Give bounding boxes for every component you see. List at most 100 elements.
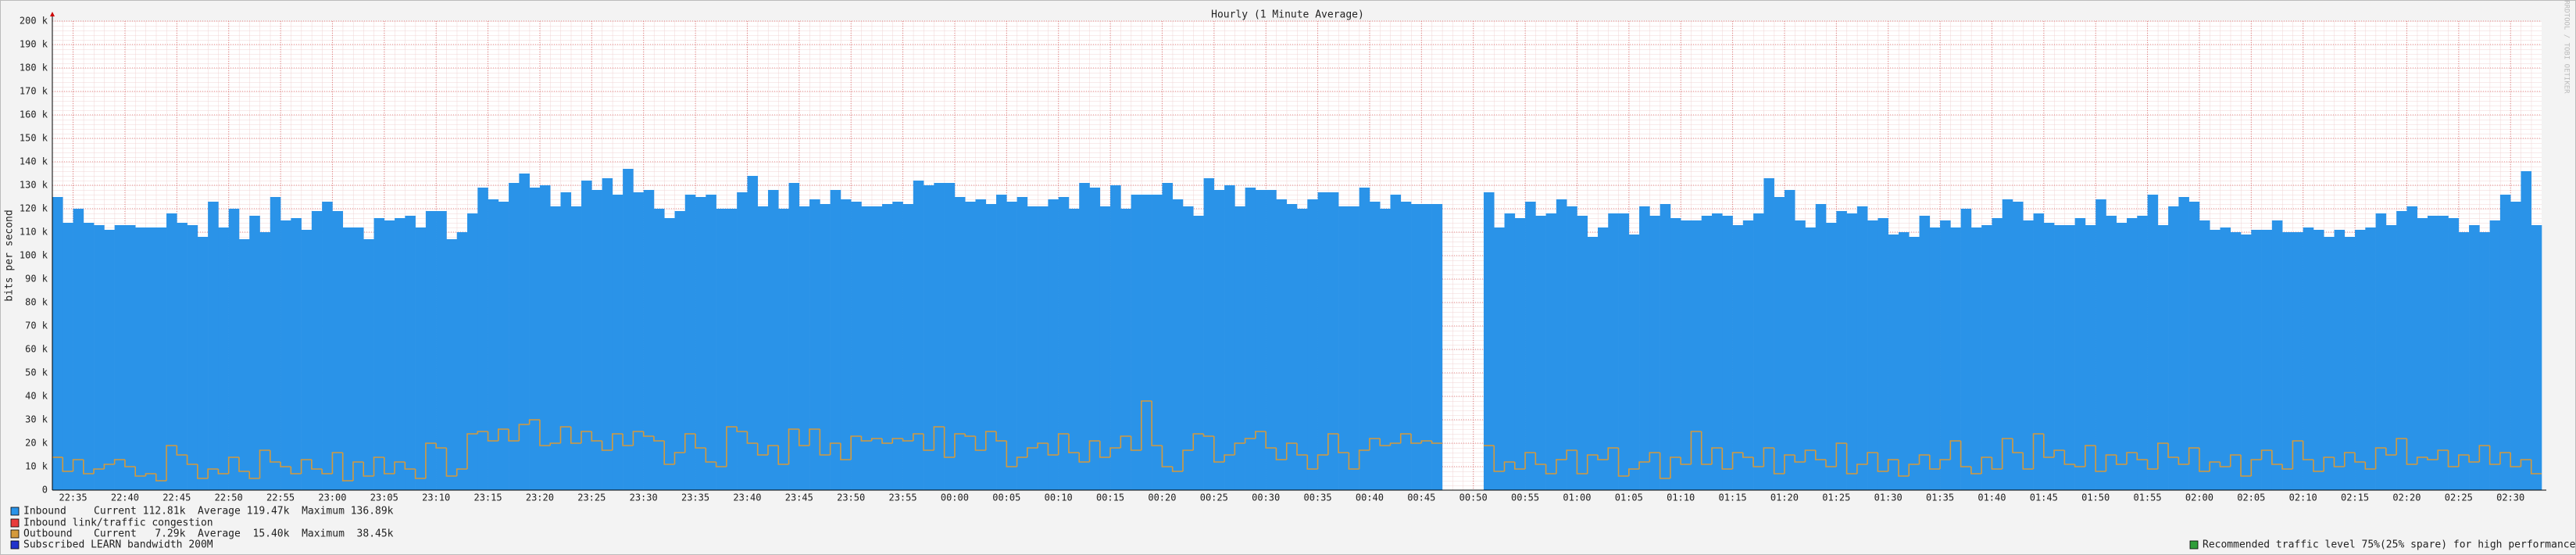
y-tick-label: 50 k	[25, 367, 48, 378]
legend-text: Subscribed LEARN bandwidth 200M	[23, 539, 213, 551]
line-step	[819, 429, 831, 456]
bar	[1162, 183, 1173, 490]
bar	[1628, 235, 1640, 490]
bar	[1909, 237, 1920, 490]
line-step	[72, 459, 84, 471]
line-step	[1327, 433, 1339, 455]
y-tick-label: 180 k	[20, 63, 48, 73]
bar	[166, 213, 177, 490]
line-step	[2374, 447, 2386, 469]
line-step	[591, 431, 602, 442]
line-step	[1057, 433, 1069, 455]
bar	[882, 204, 893, 490]
line-step	[2313, 460, 2324, 472]
bar	[384, 220, 395, 490]
bar	[1763, 178, 1774, 490]
x-tick-label: 22:55	[266, 492, 295, 503]
bar	[623, 169, 634, 490]
bar	[1027, 206, 1038, 490]
line-step	[2292, 440, 2303, 469]
line-step	[1109, 447, 1121, 457]
x-tick-label: 02:05	[2237, 492, 2265, 503]
line-step	[1670, 457, 1681, 478]
legend-swatch	[2189, 540, 2199, 550]
line-step	[1628, 468, 1640, 476]
line-step	[2219, 462, 2231, 467]
bar	[1089, 188, 1101, 490]
line-step	[1182, 449, 1194, 471]
line-step	[2053, 449, 2065, 457]
y-tick-label: 200 k	[20, 16, 48, 27]
x-tick-label: 00:15	[1096, 492, 1124, 503]
bar	[674, 211, 686, 490]
bar	[52, 197, 63, 490]
bar	[1919, 216, 1931, 490]
bar	[1307, 199, 1318, 490]
bar	[2355, 230, 2366, 490]
bar	[311, 211, 323, 490]
line-step	[2343, 452, 2356, 467]
line-step	[2188, 447, 2199, 464]
line-step	[726, 426, 738, 467]
bar	[488, 199, 499, 490]
line-step	[227, 457, 239, 474]
line-step	[1535, 453, 1546, 465]
bar	[778, 209, 789, 490]
line-step	[1068, 434, 1080, 453]
line-step	[673, 452, 685, 464]
bar	[2417, 218, 2428, 490]
bar	[664, 218, 675, 490]
bar	[342, 227, 354, 490]
line-step	[799, 429, 810, 446]
line-step	[352, 461, 364, 481]
bar	[1390, 195, 1402, 490]
bar	[83, 223, 95, 490]
line-step	[1659, 453, 1670, 479]
line-step	[1617, 448, 1629, 477]
bar	[2220, 227, 2231, 490]
bar	[301, 230, 313, 490]
line-step	[1981, 457, 1992, 474]
x-tick-label: 23:45	[785, 492, 813, 503]
bar	[706, 195, 716, 490]
x-tick-label: 00:05	[992, 492, 1020, 503]
line-step	[2499, 452, 2511, 464]
line-step	[113, 459, 125, 464]
bar	[1826, 223, 1837, 490]
bar	[820, 204, 831, 490]
bar	[280, 220, 291, 490]
bar	[1960, 209, 1972, 490]
line-step	[1016, 457, 1027, 467]
bar	[2210, 230, 2221, 490]
line-step	[2478, 445, 2490, 462]
line-step	[1513, 462, 1526, 470]
x-tick-label: 02:25	[2445, 492, 2473, 503]
bar	[633, 192, 644, 490]
line-step	[1649, 452, 1660, 462]
line-step	[2022, 453, 2034, 470]
bar	[467, 213, 478, 490]
line-step	[1234, 442, 1245, 455]
bar	[2531, 225, 2542, 490]
bar	[1535, 216, 1546, 490]
line-step	[1680, 457, 1692, 465]
line-step	[1141, 400, 1152, 450]
line-step	[1202, 434, 1214, 437]
line-step	[176, 446, 188, 456]
bar	[851, 202, 862, 490]
bar	[861, 206, 873, 490]
bar	[208, 202, 219, 490]
bar	[1411, 204, 1422, 490]
line-step	[1306, 455, 1318, 470]
bar	[2023, 220, 2034, 490]
x-tick-label: 23:00	[318, 492, 346, 503]
x-tick-label: 23:15	[473, 492, 502, 503]
line-step	[445, 448, 457, 477]
bar	[1701, 216, 1713, 490]
x-tick-label: 02:30	[2496, 492, 2524, 503]
bar	[1742, 220, 1754, 490]
x-tick-label: 00:20	[1148, 492, 1176, 503]
bar	[291, 218, 302, 490]
line-step	[124, 460, 136, 467]
